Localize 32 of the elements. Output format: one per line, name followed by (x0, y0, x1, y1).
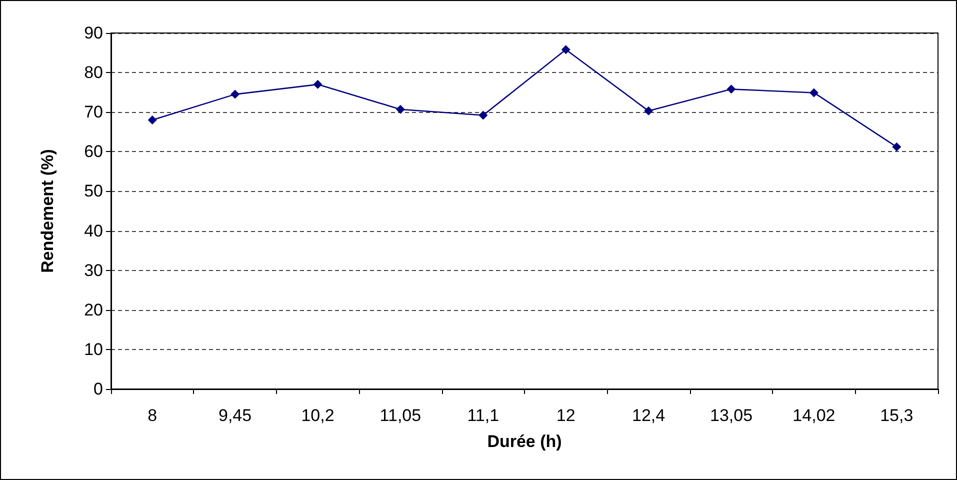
y-tick-label: 40 (84, 221, 103, 240)
point (148, 116, 157, 125)
y-tick-label: 10 (84, 340, 103, 359)
x-axis-title: Durée (h) (487, 432, 562, 451)
y-tick-label: 60 (84, 142, 103, 162)
point (644, 106, 654, 116)
x-tick-label: 8 (148, 406, 158, 425)
point (230, 90, 240, 99)
point (892, 142, 902, 152)
y-tick-label: 50 (84, 182, 103, 201)
y-tick-label: 70 (84, 102, 103, 122)
y-tick-label: 90 (84, 24, 103, 42)
x-tick-label: 12,4 (632, 406, 666, 425)
point (313, 80, 322, 89)
y-tick-label: 0 (94, 380, 103, 398)
x-tick-label: 12 (556, 406, 576, 425)
x-tick-label: 11,05 (380, 406, 422, 425)
x-tick-label: 13,05 (710, 406, 753, 425)
y-tick-label: 20 (84, 300, 103, 320)
point (561, 45, 570, 54)
x-tick-label: 15,3 (880, 406, 914, 425)
x-tick-label: 11,1 (467, 406, 500, 425)
y-tick-label: 30 (84, 260, 103, 280)
x-tick-label: 14,02 (792, 406, 836, 425)
point (809, 88, 818, 98)
x-tick-label: 10,2 (301, 406, 334, 425)
point (396, 104, 405, 114)
y-axis-title: Rendement (%) (38, 149, 57, 273)
y-tick-label: 80 (84, 63, 103, 82)
x-tick-label: 9,45 (218, 406, 252, 425)
point (478, 110, 488, 120)
point (726, 84, 736, 94)
